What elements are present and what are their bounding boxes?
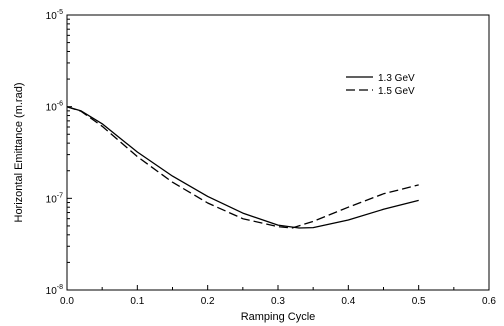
- x-axis-ticks: 0.0 0.1 0.2 0.3 0.4 0.5 0.6: [60, 285, 496, 307]
- y-tick-label: 10-6: [46, 101, 63, 114]
- x-tick-label: 0.1: [130, 296, 144, 307]
- y-tick-exponent: -8: [57, 284, 63, 291]
- y-tick-exponent: -5: [57, 9, 63, 16]
- y-tick-label: 10-7: [46, 192, 63, 205]
- plot-frame: [66, 14, 490, 291]
- y-axis-ticks: 10-810-710-610-5: [46, 9, 72, 297]
- x-tick-label: 0.2: [201, 296, 215, 307]
- series-lines: [66, 106, 419, 229]
- x-tick-label: 0.5: [412, 296, 426, 307]
- y-axis-label: Horizontal Emittance (m.rad): [13, 83, 25, 223]
- series-line-1: [66, 106, 419, 229]
- legend-label-1: 1.3 GeV: [378, 73, 415, 84]
- x-tick-label: 0.0: [60, 296, 74, 307]
- y-tick-exponent: -6: [57, 101, 63, 108]
- legend-label-2: 1.5 GeV: [378, 86, 415, 97]
- x-axis-label: Ramping Cycle: [241, 311, 316, 323]
- x-tick-label: 0.4: [341, 296, 355, 307]
- y-tick-label: 10-8: [46, 284, 63, 297]
- x-tick-label: 0.6: [482, 296, 496, 307]
- series-line-2: [66, 106, 419, 229]
- x-tick-label: 0.3: [271, 296, 285, 307]
- y-tick-base: 10: [46, 11, 58, 22]
- plot-border: [66, 14, 490, 291]
- y-tick-base: 10: [46, 103, 58, 114]
- y-tick-label: 10-5: [46, 9, 63, 22]
- y-tick-exponent: -7: [57, 192, 63, 199]
- legend: 1.3 GeV 1.5 GeV: [346, 73, 415, 97]
- y-tick-base: 10: [46, 194, 58, 205]
- y-tick-base: 10: [46, 286, 58, 297]
